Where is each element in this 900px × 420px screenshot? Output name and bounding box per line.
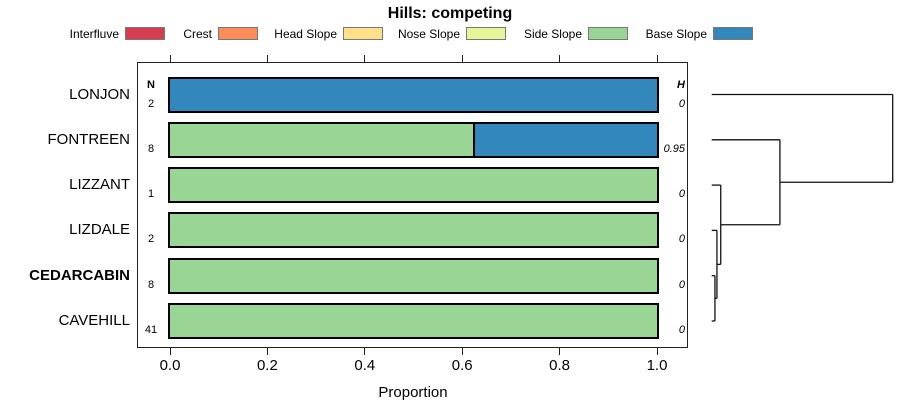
legend: Interfluve Crest Head Slope Nose Slope Side …	[0, 0, 900, 46]
x-tick-label: 1.0	[646, 357, 668, 374]
x-tick-top	[169, 55, 171, 62]
h-column-header: H	[677, 79, 685, 91]
chart-title: Hills: competing	[387, 5, 513, 22]
category-label: CEDARCABIN	[29, 266, 130, 284]
bar-segment	[473, 123, 657, 156]
legend-label: Head Slope	[274, 27, 337, 41]
bar	[168, 76, 659, 113]
x-tick	[559, 348, 561, 355]
bar	[168, 212, 659, 249]
n-value: 8	[147, 142, 155, 155]
bar-segment	[170, 214, 657, 247]
h-value: 0	[678, 97, 685, 110]
category-label: CAVEHILL	[58, 312, 130, 329]
legend-swatch	[343, 27, 383, 40]
legend-label: Side Slope	[523, 27, 582, 41]
n-value: 41	[144, 324, 158, 336]
legend-swatch	[713, 27, 753, 40]
n-value: 8	[147, 278, 155, 291]
x-tick-label: 0.4	[354, 357, 376, 374]
h-value: 0	[678, 324, 685, 336]
legend-swatch	[466, 27, 506, 40]
h-value: 0.95	[663, 142, 685, 155]
x-tick	[656, 348, 658, 355]
bar-segment	[170, 259, 657, 292]
legend-label: Nose Slope	[397, 27, 460, 41]
x-tick-top	[656, 55, 658, 62]
bar	[168, 303, 659, 339]
x-tick-label: 0.0	[159, 357, 181, 374]
category-label: LONJON	[69, 85, 130, 103]
category-label: FONTREEN	[47, 130, 131, 148]
x-tick-label: 0.8	[549, 357, 571, 374]
legend-label: Interfluve	[69, 27, 119, 41]
category-label: LIZZANT	[69, 176, 130, 194]
x-tick-top	[266, 55, 268, 62]
bar-segment	[170, 169, 657, 202]
bar	[168, 257, 659, 294]
legend-label: Base Slope	[645, 27, 707, 41]
legend-swatch	[588, 27, 628, 40]
x-tick	[461, 348, 463, 355]
bar	[168, 167, 659, 204]
category-label: LIZDALE	[69, 221, 130, 239]
bar-segment	[170, 305, 657, 337]
x-tick	[169, 348, 171, 355]
n-value: 2	[147, 97, 155, 110]
bar	[168, 121, 659, 158]
legend-label: Crest	[183, 27, 212, 41]
x-tick-top	[461, 55, 463, 62]
legend-swatch	[125, 27, 165, 40]
x-tick-top	[364, 55, 366, 62]
bar-segment	[170, 78, 657, 111]
bar-segment	[170, 123, 474, 156]
h-value: 0	[678, 233, 685, 246]
n-value: 2	[147, 233, 155, 246]
n-column-header: N	[147, 79, 155, 91]
x-tick	[364, 348, 366, 355]
h-value: 0	[678, 278, 685, 291]
x-tick-label: 0.6	[451, 357, 473, 374]
x-tick	[266, 348, 268, 355]
x-axis-title: Proportion	[378, 384, 448, 401]
n-value: 1	[147, 188, 155, 201]
x-tick-top	[559, 55, 561, 62]
h-value: 0	[678, 188, 685, 201]
legend-swatch	[218, 27, 258, 40]
x-tick-label: 0.2	[256, 357, 278, 374]
